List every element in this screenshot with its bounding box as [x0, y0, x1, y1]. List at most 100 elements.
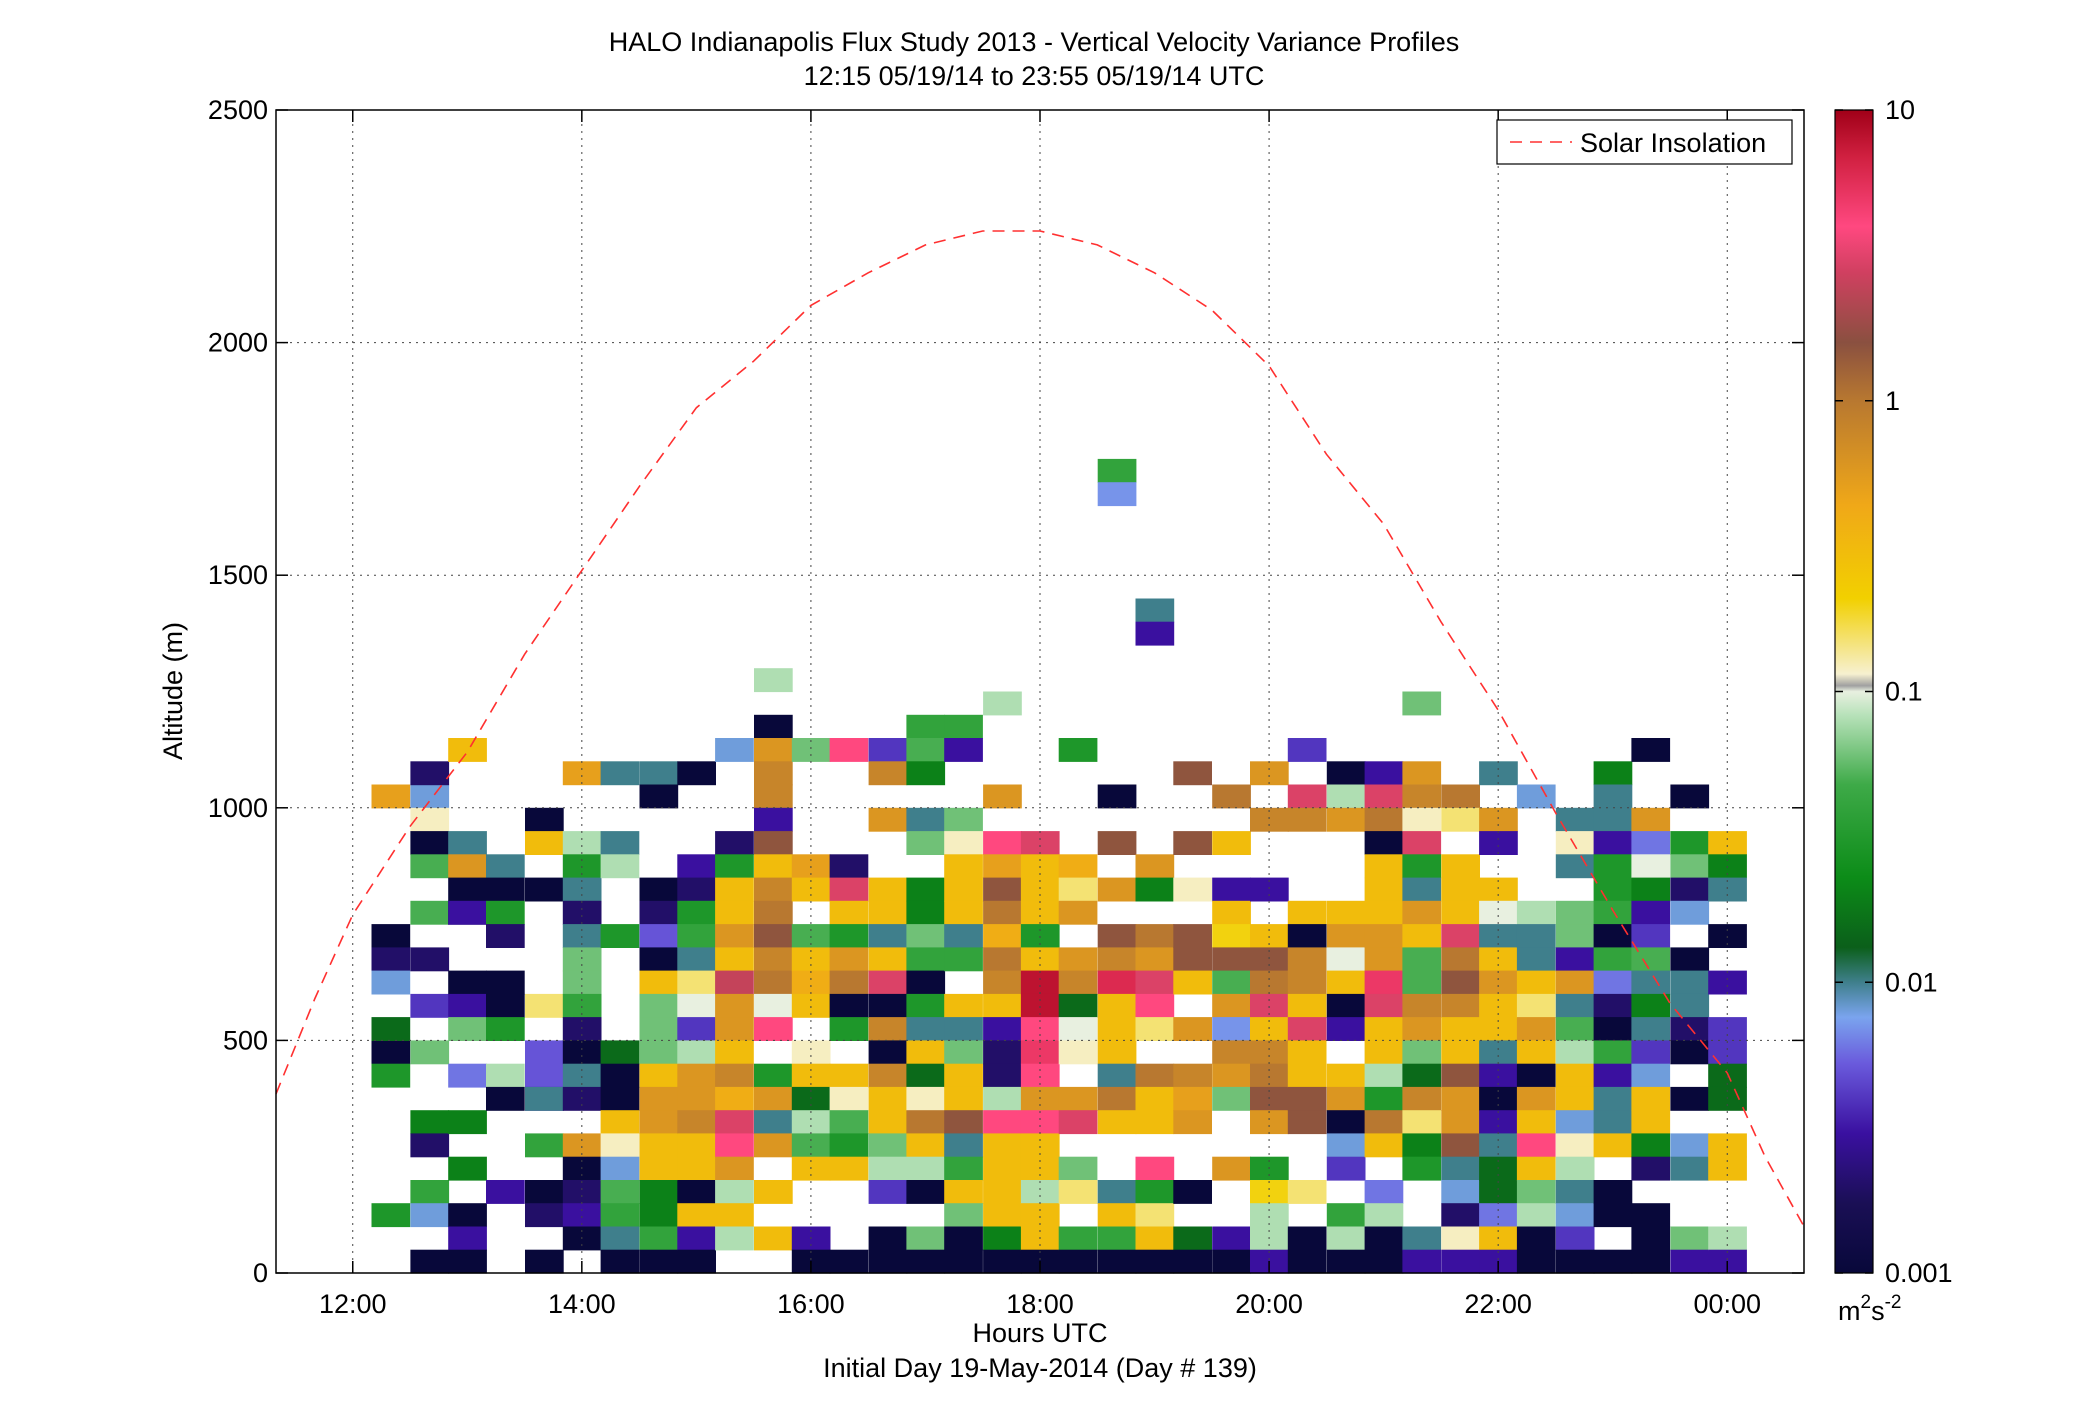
heatmap-cell	[410, 1249, 450, 1274]
heatmap-cell	[1402, 970, 1442, 995]
heatmap-cell	[1135, 1063, 1175, 1088]
heatmap-cell	[868, 1249, 908, 1274]
heatmap-cell	[562, 947, 602, 972]
heatmap-cell	[600, 1180, 640, 1204]
x-tick-label: 18:00	[1006, 1289, 1074, 1319]
heatmap-cell	[944, 1063, 983, 1088]
heatmap-cell	[754, 1063, 793, 1088]
heatmap-cell	[448, 993, 487, 1018]
heatmap-cell	[1287, 924, 1327, 948]
heatmap-cell	[525, 831, 564, 855]
heatmap-cell	[944, 1040, 983, 1065]
heatmap-cell	[1020, 1203, 1060, 1228]
heatmap-cell	[906, 993, 946, 1018]
heatmap-cell	[1058, 1040, 1098, 1065]
heatmap-cell	[754, 993, 793, 1018]
heatmap-cell	[1402, 1156, 1442, 1181]
heatmap-cell	[1020, 947, 1060, 972]
heatmap-cell	[1441, 924, 1480, 948]
heatmap-cell	[1402, 761, 1442, 786]
heatmap-cell	[868, 993, 908, 1018]
heatmap-cell	[1250, 1180, 1289, 1204]
heatmap-cell	[410, 831, 450, 855]
heatmap-cell	[1708, 970, 1747, 995]
heatmap-cell	[715, 1156, 754, 1181]
heatmap-cell	[1402, 1133, 1442, 1158]
heatmap-cell	[1250, 877, 1289, 902]
heatmap-cell	[829, 970, 869, 995]
x-axis-sublabel: Initial Day 19-May-2014 (Day # 139)	[823, 1353, 1257, 1383]
heatmap-cell	[1135, 1017, 1175, 1041]
heatmap-cell	[1516, 1110, 1556, 1135]
heatmap-cell	[1593, 807, 1633, 832]
heatmap-cell	[1631, 1249, 1671, 1274]
colorbar-tick-label: 10	[1885, 95, 1915, 125]
heatmap-cell	[639, 1040, 679, 1065]
heatmap-cell	[1020, 900, 1060, 925]
heatmap-cell	[1326, 1086, 1366, 1111]
heatmap-cell	[791, 970, 831, 995]
heatmap-cell	[1135, 854, 1175, 879]
heatmap-cell	[754, 877, 793, 902]
heatmap-cell	[1326, 900, 1366, 925]
heatmap-cell	[677, 1249, 716, 1274]
heatmap-cell	[715, 970, 754, 995]
heatmap-cell	[1593, 993, 1633, 1018]
legend-label-solar: Solar Insolation	[1580, 128, 1766, 158]
heatmap-cell	[906, 1249, 946, 1274]
x-tick-label: 14:00	[548, 1289, 616, 1319]
heatmap-cell	[868, 738, 908, 762]
heatmap-cell	[1631, 947, 1671, 972]
heatmap-cell	[486, 924, 525, 948]
y-tick-label: 0	[253, 1258, 268, 1288]
heatmap-cell	[1326, 924, 1366, 948]
heatmap-cell	[1097, 784, 1137, 809]
heatmap-cell	[1631, 993, 1671, 1018]
heatmap-cell	[1287, 1110, 1327, 1135]
heatmap-cell	[1173, 1249, 1212, 1274]
heatmap-cell	[1441, 1226, 1480, 1251]
heatmap-cell	[906, 947, 946, 972]
heatmap-cell	[677, 854, 716, 879]
heatmap-cell	[1097, 924, 1137, 948]
heatmap-cell	[371, 784, 411, 809]
heatmap-cell	[1479, 1133, 1518, 1158]
heatmap-cell	[791, 993, 831, 1018]
heatmap-cell	[371, 947, 411, 972]
heatmap-cell	[983, 784, 1022, 809]
heatmap-cell	[1555, 924, 1595, 948]
heatmap-cell	[1516, 1156, 1556, 1181]
heatmap-cell	[944, 1133, 983, 1158]
heatmap-cell	[525, 1063, 564, 1088]
heatmap-cell	[1287, 1086, 1327, 1111]
heatmap-cell	[600, 1040, 640, 1065]
heatmap-cell	[715, 1180, 754, 1204]
heatmap-cell	[486, 1086, 525, 1111]
heatmap-cell	[677, 1063, 716, 1088]
heatmap-cell	[1250, 970, 1289, 995]
heatmap-cell	[906, 1226, 946, 1251]
heatmap-cell	[677, 993, 716, 1018]
colorbar-tick-label: 1	[1885, 386, 1900, 416]
heatmap-cell	[944, 1086, 983, 1111]
heatmap-cell	[868, 947, 908, 972]
heatmap-cell	[1441, 1040, 1480, 1065]
heatmap-cell	[1020, 970, 1060, 995]
heatmap-cell	[1364, 831, 1404, 855]
heatmap-cell	[829, 1110, 869, 1135]
y-tick-label: 2500	[208, 95, 268, 125]
heatmap-cell	[1212, 1017, 1251, 1041]
heatmap-cell	[944, 900, 983, 925]
heatmap-cell	[410, 900, 450, 925]
heatmap-cell	[906, 877, 946, 902]
heatmap-cell	[906, 714, 946, 739]
x-tick-label: 16:00	[777, 1289, 845, 1319]
heatmap-cell	[791, 1063, 831, 1088]
heatmap-cell	[1135, 1086, 1175, 1111]
heatmap-cell	[1364, 1110, 1404, 1135]
heatmap-cell	[1631, 1226, 1671, 1251]
heatmap-cell	[639, 761, 679, 786]
heatmap-cell	[1555, 993, 1595, 1018]
heatmap-cell	[639, 1156, 679, 1181]
heatmap-cell	[1364, 1133, 1404, 1158]
